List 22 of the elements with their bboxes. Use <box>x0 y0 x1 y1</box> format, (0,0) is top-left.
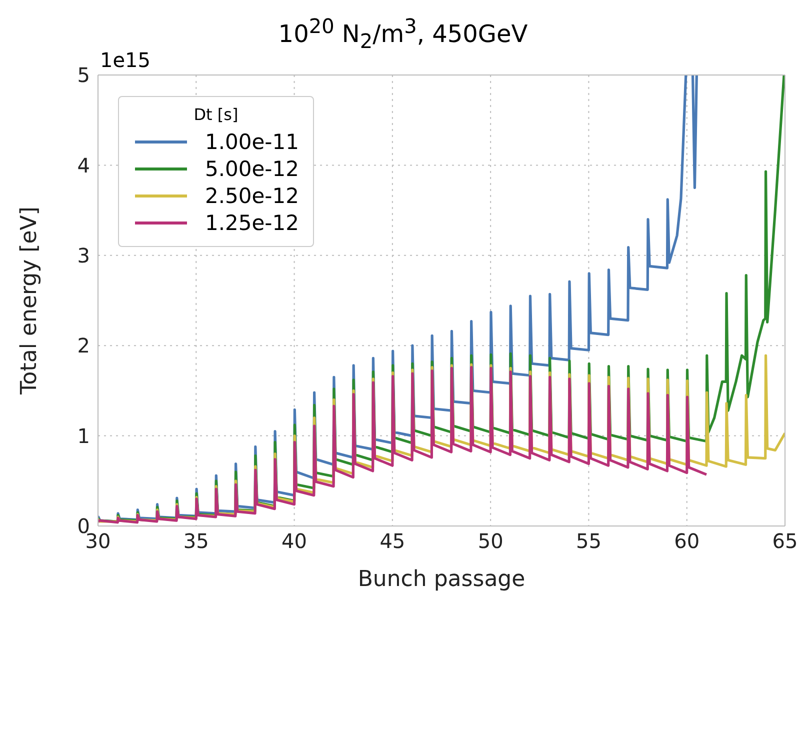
x-tick-label: 65 <box>772 529 798 554</box>
x-tick-label: 40 <box>282 529 308 554</box>
text: 1e15 <box>100 48 150 72</box>
x-tick-label: 60 <box>674 529 700 554</box>
y-tick-label: 3 <box>77 244 90 268</box>
chart-title: 10$^{20}$ N$_{2}$/m$^{3}$, 450GeV <box>277 13 529 53</box>
legend-label: 2.50e-12 <box>205 184 299 208</box>
x-tick-label: 55 <box>576 529 602 554</box>
legend-label: 5.00e-12 <box>205 157 299 181</box>
legend-label: 1.00e-11 <box>205 130 299 154</box>
y-tick-label: 2 <box>77 334 90 358</box>
legend-label: 1.25e-12 <box>205 211 299 235</box>
y-tick-label: 5 <box>77 63 90 88</box>
y-axis-title: Total energy [eV] <box>16 206 42 396</box>
y-tick-label: 1 <box>77 424 90 448</box>
line-series <box>98 366 708 524</box>
x-axis-title: Bunch passage <box>358 567 526 592</box>
x-tick-label: 35 <box>183 529 209 554</box>
y-tick-label: 4 <box>77 153 90 178</box>
x-tick-label: 50 <box>478 529 504 554</box>
x-tick-label: 45 <box>380 529 406 554</box>
legend-title: Dt [s] <box>192 105 240 124</box>
